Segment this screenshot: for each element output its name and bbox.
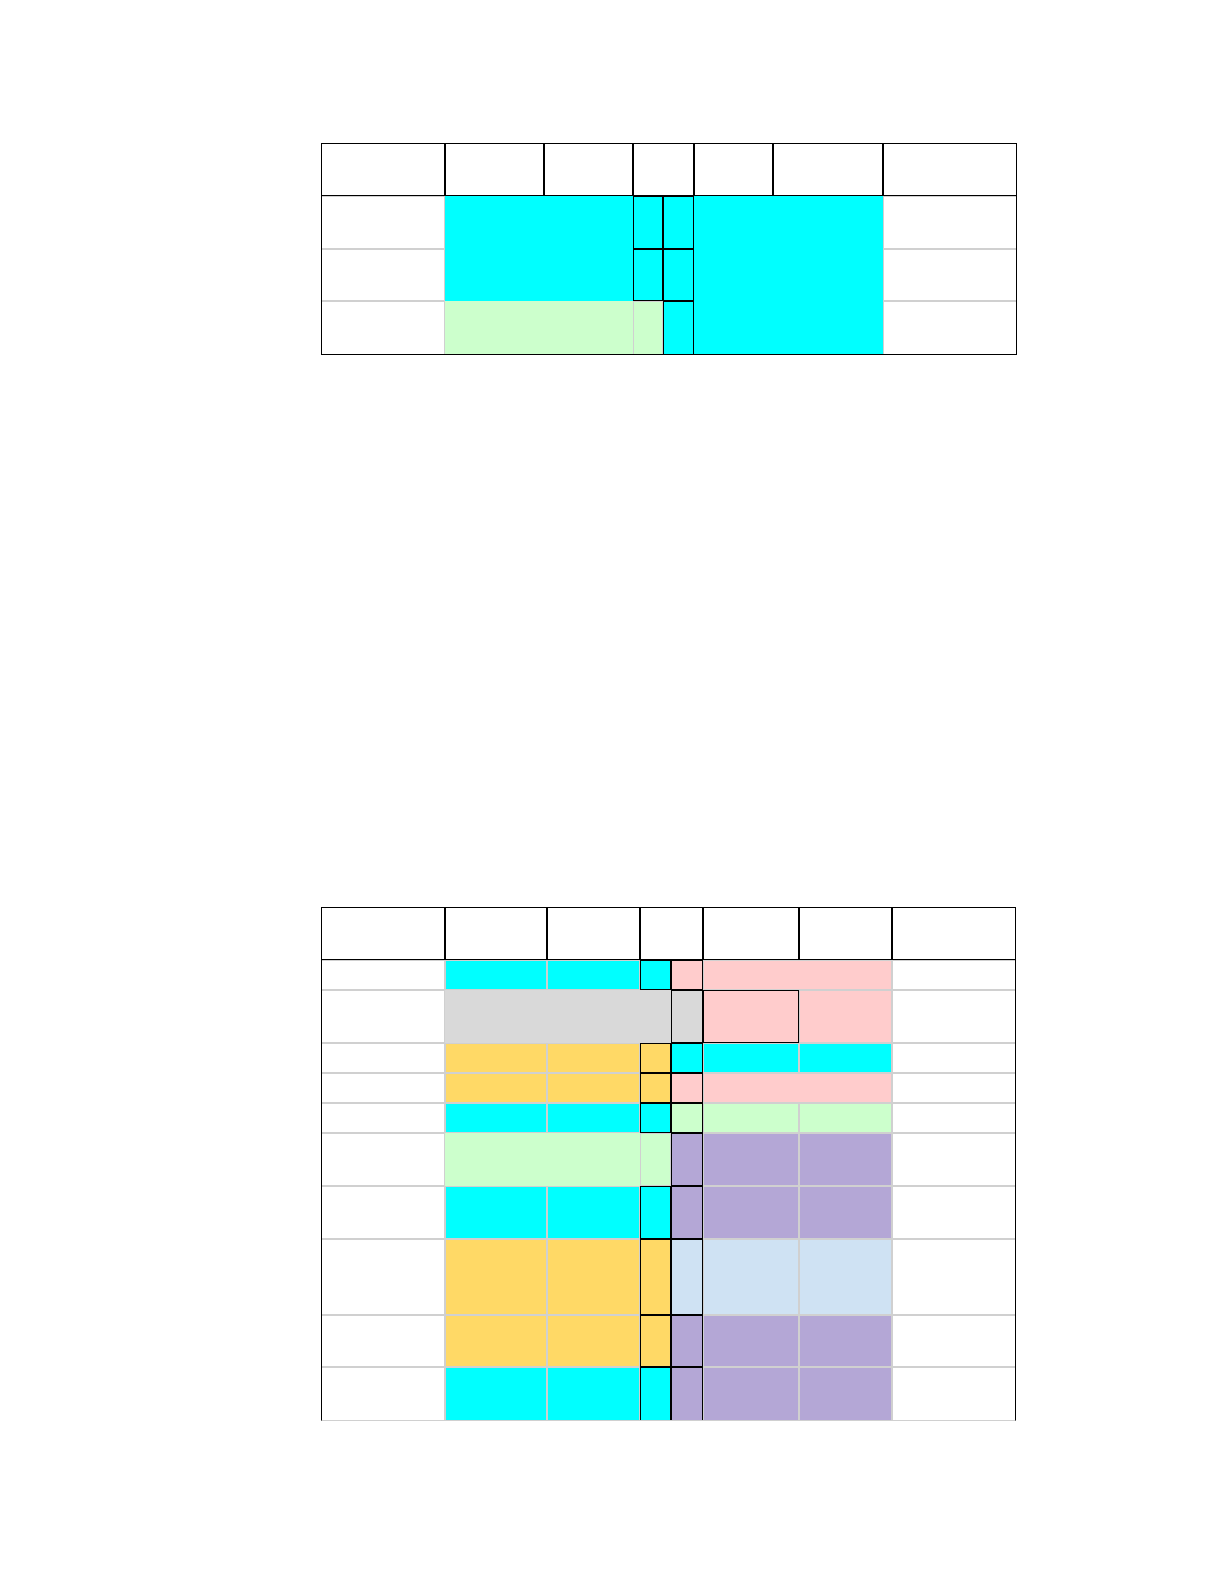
- table-cell: [703, 990, 799, 1043]
- table-cell: [892, 960, 1016, 990]
- table-cell: [703, 960, 892, 990]
- table-cell: [321, 1073, 445, 1103]
- table-cell: [799, 1043, 892, 1073]
- table-cell: [445, 1315, 547, 1367]
- table-cell: [892, 1103, 1016, 1133]
- upper-color-table: [0, 0, 1224, 400]
- table-cell: [321, 1103, 445, 1133]
- table-cell: [892, 1239, 1016, 1315]
- table-cell: [799, 1103, 892, 1133]
- table-cell: [671, 1073, 703, 1103]
- table-cell: [799, 1133, 892, 1186]
- table-cell: [321, 1239, 445, 1315]
- table-cell: [547, 1315, 640, 1367]
- table-cell: [633, 196, 663, 249]
- table-cell: [445, 907, 547, 960]
- table-cell: [445, 1043, 547, 1073]
- table-cell: [703, 1103, 799, 1133]
- table-cell: [703, 1315, 799, 1367]
- table-cell: [633, 249, 663, 301]
- table-cell: [640, 1103, 671, 1133]
- table-cell: [321, 907, 445, 960]
- table-cell: [671, 1367, 703, 1421]
- table-cell: [799, 1367, 892, 1421]
- table-cell: [547, 1073, 640, 1103]
- table-cell: [633, 301, 663, 355]
- table-cell: [799, 1315, 892, 1367]
- table-cell: [445, 1073, 547, 1103]
- table-cell: [703, 1367, 799, 1421]
- table-cell: [671, 1315, 703, 1367]
- table-cell: [321, 1133, 445, 1186]
- table-cell: [640, 1043, 671, 1073]
- table-cell: [671, 1186, 703, 1239]
- table-cell: [547, 907, 640, 960]
- table-cell: [671, 1043, 703, 1073]
- table-cell: [640, 1367, 671, 1421]
- table-cell: [892, 1073, 1016, 1103]
- table-cell: [547, 1186, 640, 1239]
- table-cell: [671, 1103, 703, 1133]
- table-cell: [640, 1239, 671, 1315]
- table-cell: [640, 1133, 671, 1186]
- table-cell: [321, 1315, 445, 1367]
- table-cell: [663, 196, 694, 249]
- table-cell: [547, 1043, 640, 1073]
- table-cell: [892, 1133, 1016, 1186]
- table-cell: [892, 1043, 1016, 1073]
- table-cell: [445, 1133, 640, 1186]
- table-cell: [547, 1367, 640, 1421]
- table-cell: [703, 907, 799, 960]
- table-cell: [321, 1186, 445, 1239]
- table-cell: [547, 1239, 640, 1315]
- table-cell: [671, 1239, 703, 1315]
- table-cell: [799, 990, 892, 1043]
- table-cell: [321, 960, 445, 990]
- table-cell: [321, 1367, 445, 1421]
- table-cell: [640, 907, 703, 960]
- table-cell: [703, 1186, 799, 1239]
- table-cell: [892, 1186, 1016, 1239]
- table-cell: [671, 960, 703, 990]
- table-cell: [640, 1315, 671, 1367]
- table-cell: [445, 990, 671, 1043]
- table-cell: [799, 907, 892, 960]
- table-cell: [671, 1133, 703, 1186]
- table-cell: [547, 1103, 640, 1133]
- table-cell: [703, 1239, 799, 1315]
- table-cell: [671, 990, 703, 1043]
- table-cell: [640, 1186, 671, 1239]
- table-cell: [663, 249, 694, 301]
- table-cell: [445, 196, 633, 301]
- table-cell: [799, 1239, 892, 1315]
- table-cell: [892, 1367, 1016, 1421]
- table-cell: [547, 960, 640, 990]
- table-cell: [703, 1043, 799, 1073]
- table-cell: [445, 1186, 547, 1239]
- table-cell: [445, 301, 633, 355]
- table-cell: [640, 960, 671, 990]
- table-cell: [321, 990, 445, 1043]
- table-cell: [892, 990, 1016, 1043]
- table-cell: [799, 1186, 892, 1239]
- table-cell: [703, 1133, 799, 1186]
- table-cell: [321, 1043, 445, 1073]
- table-cell: [892, 1315, 1016, 1367]
- table-cell: [445, 1103, 547, 1133]
- table-cell: [694, 196, 883, 355]
- table-cell: [892, 907, 1016, 960]
- table-cell: [703, 1073, 892, 1103]
- table-cell: [445, 1239, 547, 1315]
- table-cell: [640, 1073, 671, 1103]
- table-cell: [445, 960, 547, 990]
- table-cell: [445, 1367, 547, 1421]
